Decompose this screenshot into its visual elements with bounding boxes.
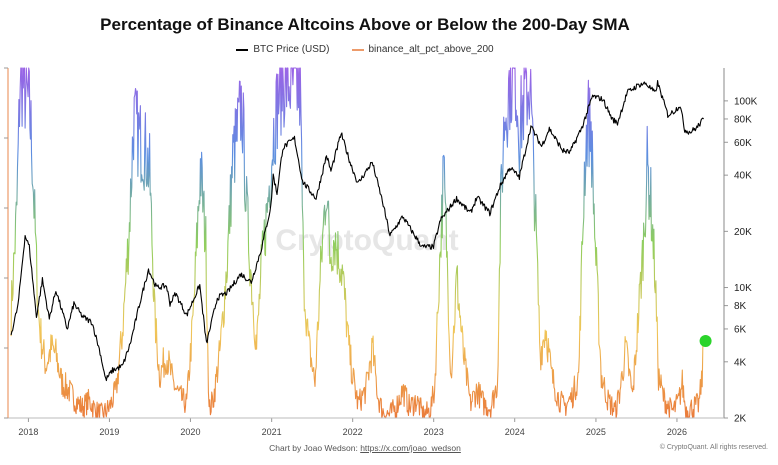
btc-series-layer	[10, 80, 705, 382]
y-right-tick-label: 4K	[734, 357, 747, 368]
y-right-tick-label: 8K	[734, 301, 747, 312]
latest-value-marker	[699, 335, 712, 347]
footer-rights: © CryptoQuant. All rights reserved.	[659, 444, 768, 451]
legend: BTC Price (USD) binance_alt_pct_above_20…	[0, 44, 730, 55]
y-right-tick-label: 20K	[734, 227, 752, 238]
watermark: CryptoQuant	[275, 224, 458, 257]
y-right-tick-label: 40K	[734, 171, 752, 182]
x-tick-label: 2021	[262, 427, 282, 437]
y-right-tick-label: 80K	[734, 114, 752, 125]
chart-title: Percentage of Binance Altcoins Above or …	[100, 15, 630, 34]
legend-label-alt-pct: binance_alt_pct_above_200	[368, 44, 494, 55]
credit-link[interactable]: https://x.com/joao_wedson	[360, 443, 461, 453]
legend-item-btc[interactable]: BTC Price (USD)	[236, 44, 330, 55]
x-tick-label: 2020	[180, 427, 200, 437]
x-tick-label: 2019	[99, 427, 119, 437]
legend-label-btc: BTC Price (USD)	[253, 44, 330, 55]
y-right-tick-label: 2K	[734, 414, 747, 425]
x-tick-label: 2025	[586, 427, 606, 437]
credit-label: Chart by Joao Wedson:	[269, 443, 358, 453]
alt-pct-series-layer	[10, 67, 712, 419]
legend-item-alt-pct[interactable]: binance_alt_pct_above_200	[351, 44, 494, 55]
y-right-tick-label: 6K	[734, 324, 747, 335]
x-tick-label: 2022	[343, 427, 363, 437]
x-tick-label: 2018	[18, 427, 38, 437]
x-tick-label: 2024	[505, 427, 525, 437]
x-tick-label: 2023	[424, 427, 444, 437]
x-tick-label: 2026	[667, 427, 687, 437]
legend-swatch-btc	[236, 48, 249, 51]
legend-swatch-alt-pct	[351, 48, 364, 51]
footer-credit: Chart by Joao Wedson: https://x.com/joao…	[0, 443, 730, 453]
btc-price-line	[10, 80, 705, 382]
alt-pct-line	[10, 67, 704, 419]
axes-layer: 2018 2019 2020 2021 2022 2023 2024 2025 2026 2K 4K…	[4, 67, 758, 437]
y-right-tick-label: 10K	[734, 283, 752, 294]
y-right-tick-label: 60K	[734, 138, 752, 149]
y-right-tick-label: 100K	[734, 96, 758, 107]
